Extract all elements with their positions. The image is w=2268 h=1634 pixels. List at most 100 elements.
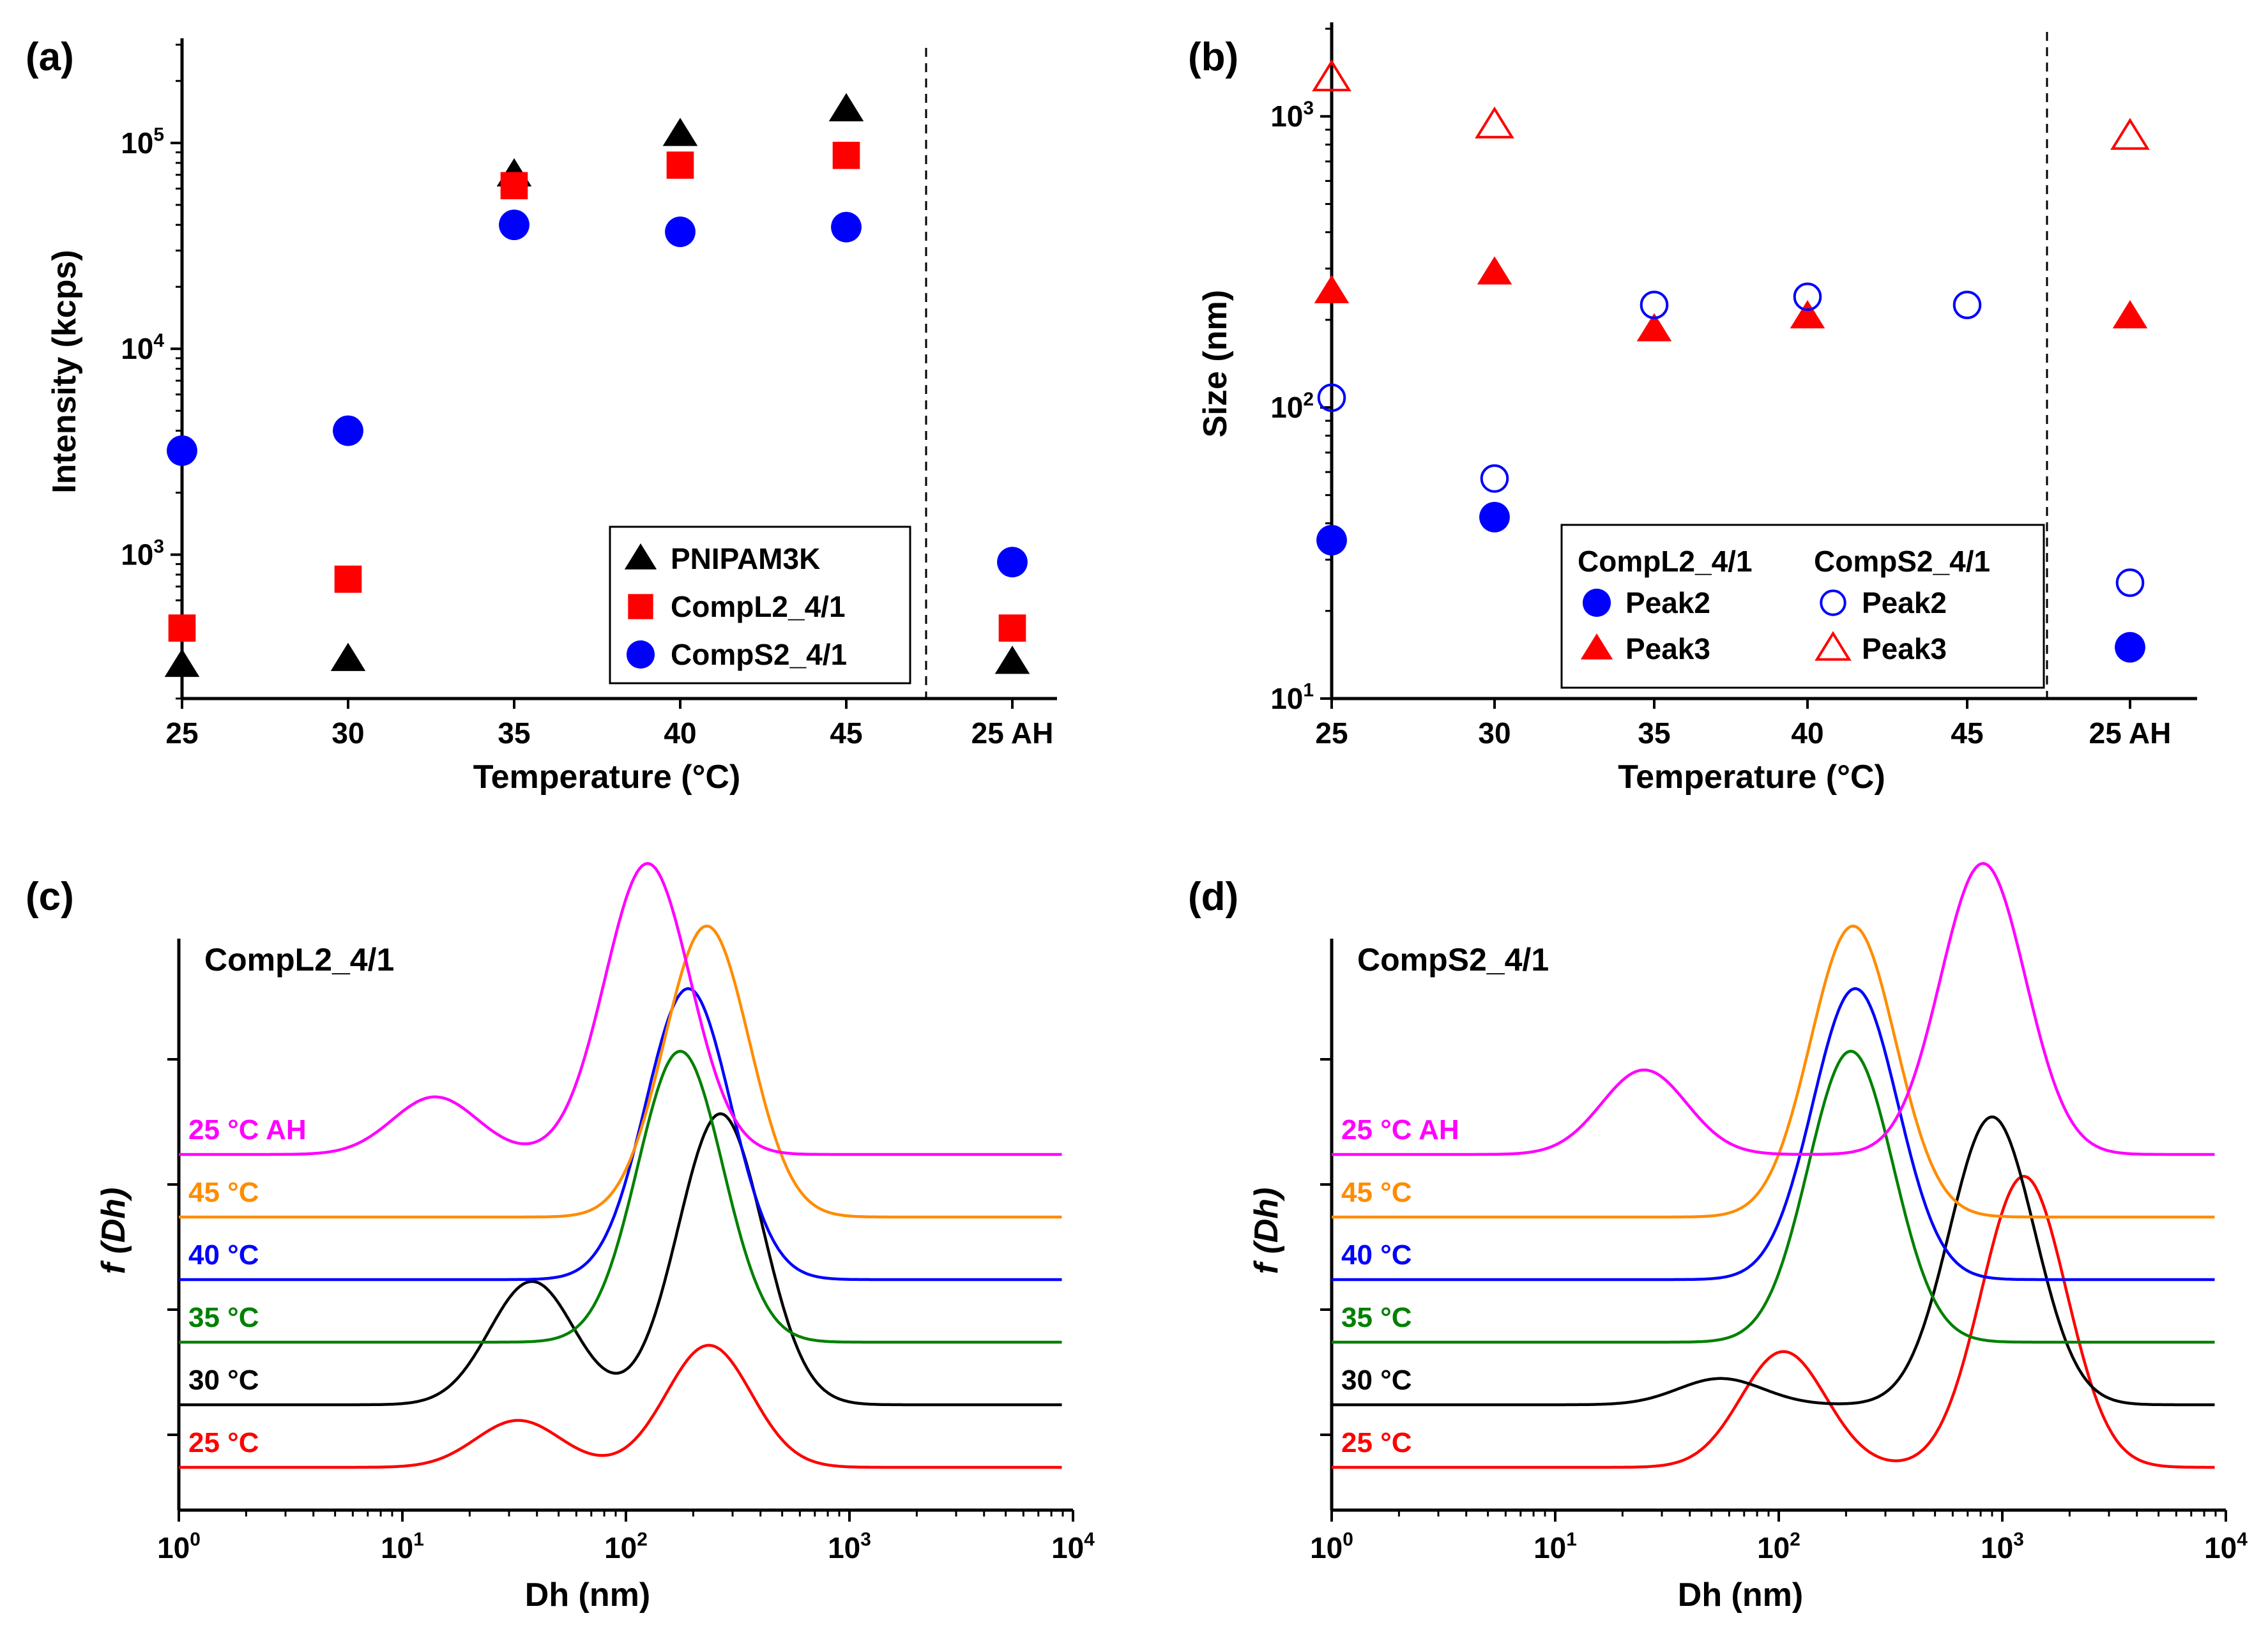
panel-c-curve (178, 987, 1062, 1282)
panel-d-curve (1331, 1175, 2215, 1469)
panel-a-y-tick-label-exp: 5 (153, 125, 164, 146)
panel-b-point-triangle (1314, 275, 1350, 303)
panel-b-point-triangle (1475, 106, 1514, 139)
panel-a-point-square (168, 614, 196, 642)
panel-b-y-tick-label: 103 (1270, 98, 1314, 133)
panel-c-title: CompL2_4/1 (204, 942, 394, 978)
panel-b-y-tick-label-base: 10 (1270, 100, 1303, 133)
panel-b-y-tick-label-exp: 2 (1303, 389, 1314, 410)
panel-b-legend-marker (1815, 631, 1852, 661)
panel-d-x-tick-label-exp: 3 (2013, 1529, 2024, 1550)
panel-d-x-tick-label-base: 10 (1310, 1531, 1343, 1564)
panel-c-x-tick-label-exp: 3 (860, 1529, 871, 1550)
panel-a-y-tick-label: 104 (121, 330, 164, 365)
panel-b-x-tick-label: 40 (1791, 716, 1823, 750)
panel-c-y-title: f (Dh) (95, 1188, 132, 1275)
panel-c-x-tick-label-base: 10 (157, 1531, 190, 1564)
panel-b-point-circle (1317, 383, 1346, 412)
panel-c-curve (178, 862, 1062, 1156)
panel-a-point-triangle (828, 93, 864, 122)
panel-b-point-triangle (2112, 299, 2148, 329)
panel-a-legend (609, 526, 911, 685)
panel-a-y-tick-label-exp: 3 (153, 536, 164, 557)
panel-a-x-tick-label: 45 (830, 716, 862, 750)
panel-d-curve (1331, 925, 2215, 1219)
panel-c-series-label: 45 °C (188, 1177, 259, 1208)
panel-b-legend-marker (1582, 588, 1611, 617)
panel-c-curve (178, 925, 1062, 1219)
panel-c-x-tick-label: 104 (1051, 1529, 1095, 1564)
panel-d-x-tick-label-base: 10 (2204, 1531, 2237, 1564)
panel-c-x-tick-label-exp: 1 (413, 1529, 424, 1550)
panel-a-point-triangle (662, 117, 698, 146)
panel-d-series-label: 40 °C (1341, 1239, 1412, 1271)
panel-b-point-triangle (1477, 256, 1512, 285)
panel-d-x-title: Dh (nm) (1678, 1577, 1803, 1614)
panel-c-curve (178, 1050, 1062, 1344)
panel-b-y-tick-label-base: 10 (1270, 682, 1303, 715)
panel-a-point-circle (831, 211, 862, 243)
panel-a-legend-marker (624, 543, 657, 570)
panel-c-x-tick-label: 100 (157, 1529, 201, 1564)
panel-a-y-tick-label-base: 10 (121, 538, 153, 571)
panel-a-point-square (666, 151, 694, 179)
panel-a-point-triangle (994, 646, 1030, 674)
panel-d-x-tick-label-exp: 1 (1566, 1529, 1577, 1550)
panel-b-y-tick-label: 102 (1270, 389, 1314, 424)
panel-a-point-square (832, 142, 860, 169)
panel-d-x-tick-label-base: 10 (1981, 1531, 2013, 1564)
panel-d-curve (1331, 862, 2215, 1156)
panel-d-y-title: f (Dh) (1248, 1188, 1285, 1275)
panel-c-series-label: 40 °C (188, 1239, 259, 1271)
panel-b-legend-marker (1580, 633, 1613, 660)
panel-a-x-tick-label: 40 (664, 716, 696, 750)
panel-b-legend-label: Peak3 (1862, 632, 1947, 665)
panel-c-x-tick-label-base: 10 (604, 1531, 637, 1564)
panel-a-y-tick-label-exp: 4 (153, 330, 164, 351)
panel-c-series-label: 25 °C AH (188, 1114, 307, 1146)
panel-a-legend-label: CompL2_4/1 (671, 590, 846, 623)
panel-b-point-triangle (1790, 299, 1825, 329)
panel-a-point-square (334, 565, 362, 593)
panel-b-y-tick-label: 101 (1270, 680, 1314, 715)
panel-a-point-circle (665, 216, 696, 247)
panel-b-legend-header: CompS2_4/1 (1814, 545, 1990, 578)
panel-a-x-tick-label: 30 (331, 716, 364, 750)
panel-a-legend-label: CompS2_4/1 (671, 638, 847, 671)
panel-c-curve (178, 1343, 1062, 1469)
panel-c-x-tick-label: 101 (381, 1529, 424, 1564)
panel-b-label: (b) (1188, 35, 1238, 79)
panel-b-point-triangle (2110, 117, 2150, 150)
panel-a-y-tick-label: 103 (121, 536, 164, 571)
panel-b-point-circle (2115, 632, 2145, 663)
panel-c-x-title: Dh (nm) (525, 1577, 650, 1614)
panel-a-point-circle (333, 415, 363, 446)
panel-a-point-circle (167, 435, 197, 466)
panel-a-y-tick-label: 105 (121, 125, 164, 160)
panel-b-point-triangle (1312, 59, 1351, 92)
panel-b-y-title: Size (nm) (1197, 290, 1234, 437)
panel-b-point-circle (1316, 525, 1347, 556)
panel-c-x-tick-label-exp: 4 (1084, 1529, 1095, 1550)
panel-b-y-tick-label-base: 10 (1270, 391, 1303, 424)
panel-b-point-circle (1640, 291, 1669, 319)
panel-a-point-square (500, 172, 528, 200)
panel-c-x-tick-label: 102 (604, 1529, 648, 1564)
panel-c-label: (c) (26, 875, 74, 919)
panel-c-series-label: 25 °C (188, 1427, 259, 1458)
panel-d-curve (1331, 987, 2215, 1282)
panel-d-x-tick-label: 101 (1534, 1529, 1577, 1564)
panel-d-x-tick-label: 104 (2204, 1529, 2248, 1564)
panel-c-x-tick-label-base: 10 (1051, 1531, 1084, 1564)
panel-c-x-tick-label: 103 (828, 1529, 871, 1564)
panel-d-series-label: 30 °C (1341, 1365, 1412, 1396)
panel-a-point-circle (499, 209, 529, 241)
panel-c-x-tick-label-exp: 2 (637, 1529, 648, 1550)
panel-b-x-title: Temperature (°C) (1618, 759, 1885, 796)
panel-c-x-tick-label-base: 10 (381, 1531, 413, 1564)
panel-b-point-circle (1793, 282, 1822, 312)
panel-c-series-label: 35 °C (188, 1302, 259, 1333)
panel-b-legend-label: Peak2 (1625, 586, 1710, 619)
panel-c-series-label: 30 °C (188, 1365, 259, 1396)
panel-d-x-tick-label-base: 10 (1757, 1531, 1790, 1564)
